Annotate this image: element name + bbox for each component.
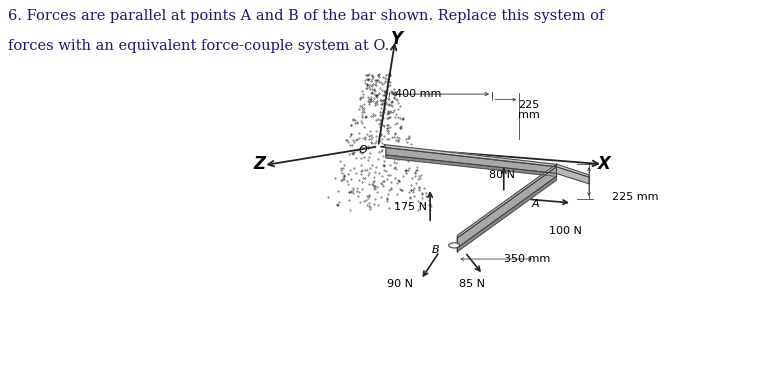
Text: Z: Z — [254, 155, 265, 173]
Polygon shape — [386, 148, 556, 173]
Text: 350 mm: 350 mm — [504, 254, 550, 264]
Text: forces with an equivalent force-couple system at O.: forces with an equivalent force-couple s… — [8, 39, 389, 53]
Text: 175 N: 175 N — [394, 202, 428, 213]
Polygon shape — [457, 164, 556, 238]
Polygon shape — [556, 167, 589, 184]
Text: B: B — [431, 245, 439, 255]
Text: 100 N: 100 N — [549, 226, 581, 237]
Polygon shape — [384, 145, 556, 167]
Text: 225
mm: 225 mm — [518, 100, 539, 120]
Text: A: A — [532, 199, 539, 209]
Text: 85 N: 85 N — [459, 279, 485, 289]
Text: 80 N: 80 N — [489, 170, 515, 180]
Polygon shape — [386, 155, 556, 176]
Text: 6. Forces are parallel at points A and B of the bar shown. Replace this system o: 6. Forces are parallel at points A and B… — [8, 9, 605, 23]
Text: 400 mm: 400 mm — [395, 89, 442, 99]
Polygon shape — [457, 176, 556, 252]
Text: 225 mm: 225 mm — [612, 192, 659, 203]
Text: Y: Y — [391, 30, 403, 48]
Text: O: O — [359, 145, 367, 155]
Text: 90 N: 90 N — [387, 279, 413, 289]
Polygon shape — [556, 164, 589, 177]
Polygon shape — [457, 167, 556, 248]
Circle shape — [449, 243, 459, 248]
Text: X: X — [598, 155, 611, 173]
